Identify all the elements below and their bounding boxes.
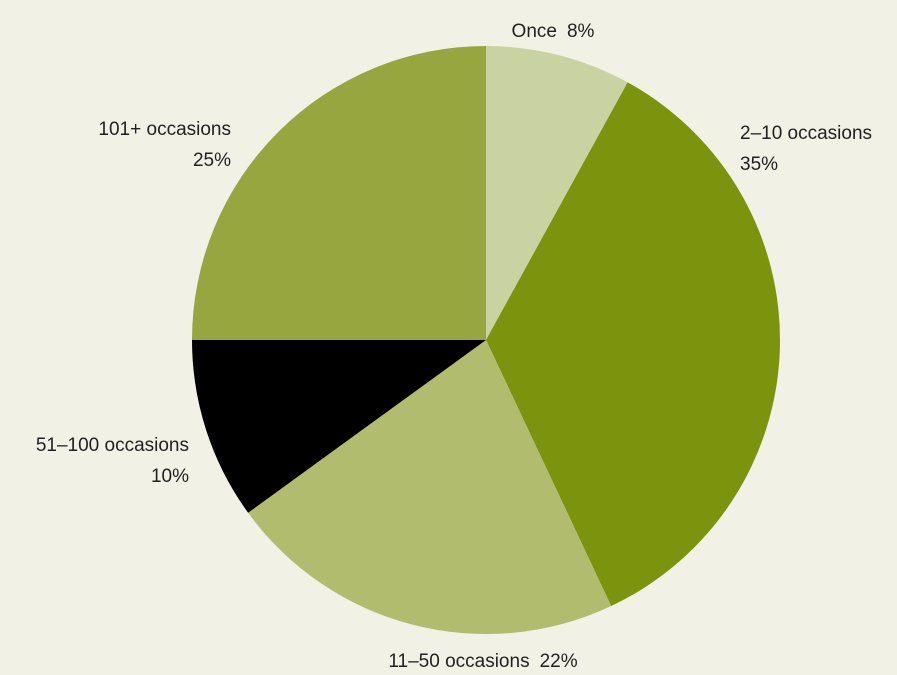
- category-label: 101+ occasions: [98, 119, 231, 140]
- category-label: Once: [512, 21, 557, 42]
- value-label: 8%: [567, 21, 595, 42]
- value-label: 22%: [540, 651, 578, 672]
- slice-label: Once 8%: [512, 21, 595, 42]
- pie-slice: [192, 46, 486, 340]
- value-label: 35%: [740, 154, 778, 175]
- value-label: 10%: [151, 466, 189, 487]
- pie-slice: [192, 340, 486, 513]
- pie-slice: [248, 340, 612, 634]
- value-label: 25%: [193, 150, 231, 171]
- slice-label: 11–50 occasions 22%: [388, 651, 577, 672]
- pie-slice: [486, 82, 781, 607]
- category-label: 11–50 occasions: [388, 651, 529, 672]
- category-label: 51–100 occasions: [36, 435, 189, 456]
- pie-slice: [486, 46, 628, 340]
- category-label: 2–10 occasions: [740, 123, 872, 144]
